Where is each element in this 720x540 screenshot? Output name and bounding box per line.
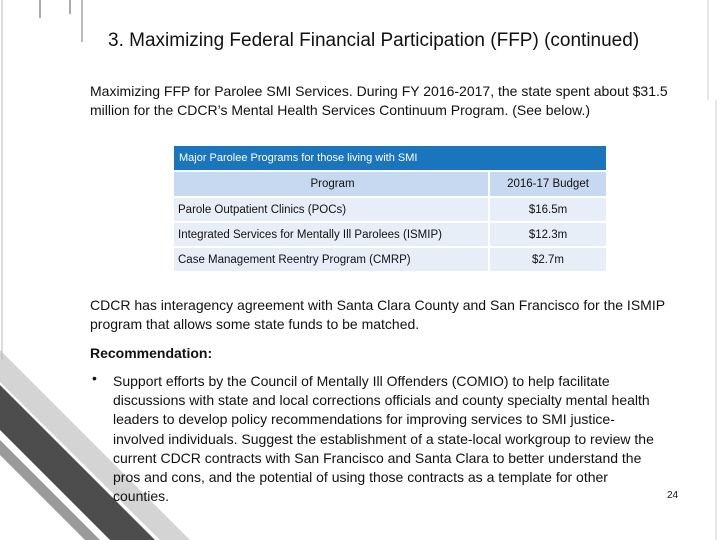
- table-row: Case Management Reentry Program (CMRP) $…: [174, 248, 606, 271]
- table-row: Parole Outpatient Clinics (POCs) $16.5m: [174, 198, 606, 221]
- table-header-row: Program 2016-17 Budget: [174, 172, 606, 196]
- budget-cell: $12.3m: [488, 223, 606, 246]
- slide-title: 3. Maximizing Federal Financial Particip…: [108, 30, 640, 51]
- table-caption: Major Parolee Programs for those living …: [174, 146, 606, 170]
- programs-table: Program 2016-17 Budget Parole Outpatient…: [174, 170, 606, 273]
- header-budget: 2016-17 Budget: [488, 172, 606, 196]
- page-number: 24: [667, 490, 679, 501]
- left-light-band-2: [0, 440, 100, 540]
- agreement-paragraph: CDCR has interagency agreement with Sant…: [90, 297, 665, 332]
- program-cell: Case Management Reentry Program (CMRP): [174, 248, 488, 271]
- program-cell: Parole Outpatient Clinics (POCs): [174, 198, 488, 221]
- programs-table-container: Major Parolee Programs for those living …: [174, 146, 606, 273]
- header-program: Program: [174, 172, 488, 196]
- recommendation-text: Support efforts by the Council of Mental…: [113, 373, 654, 505]
- bullet-icon: •: [92, 370, 97, 386]
- budget-cell: $16.5m: [488, 198, 606, 221]
- program-cell: Integrated Services for Mentally Ill Par…: [174, 223, 488, 246]
- table-row: Integrated Services for Mentally Ill Par…: [174, 223, 606, 246]
- budget-cell: $2.7m: [488, 248, 606, 271]
- intro-paragraph: Maximizing FFP for Parolee SMI Services.…: [90, 83, 668, 118]
- recommendation-heading: Recommendation:: [90, 345, 213, 361]
